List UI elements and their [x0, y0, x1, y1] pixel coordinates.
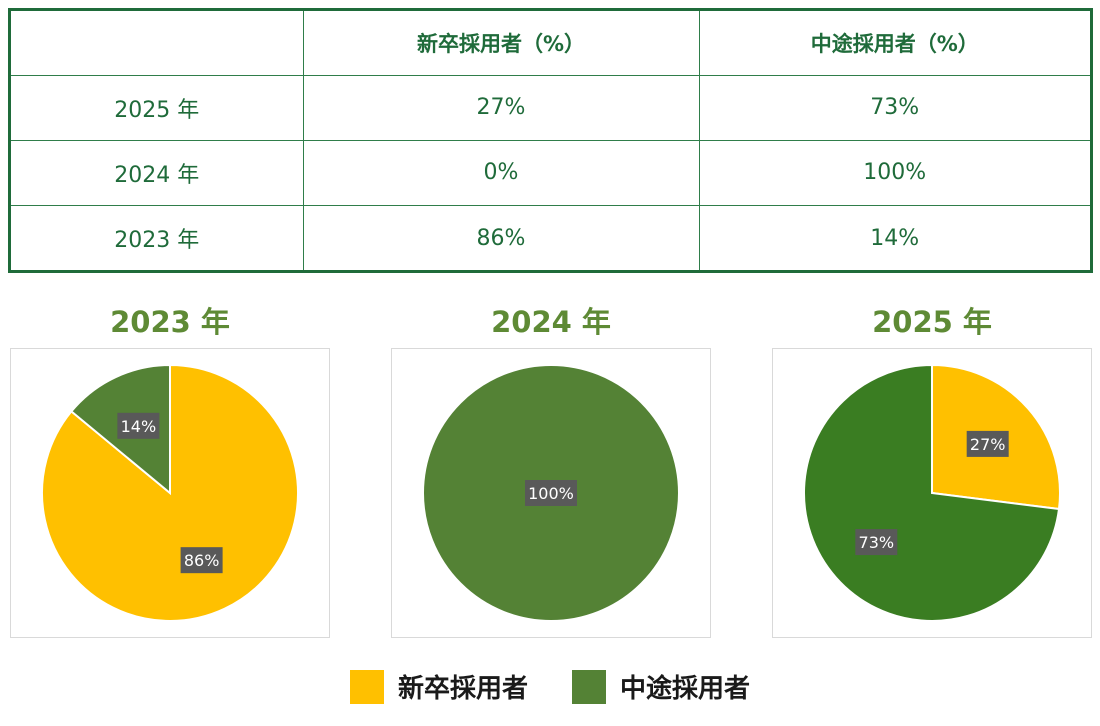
chart-legend: 新卒採用者 中途採用者 — [0, 668, 1100, 705]
table-row: 2024 年 0% 100% — [11, 139, 1090, 207]
data-label-mid-career: 100% — [525, 480, 577, 506]
data-label-new-grad: 27% — [966, 430, 1009, 457]
pie-chart-2024: 2024 年 100% — [391, 300, 711, 638]
new-grad-cell: 27% — [302, 74, 700, 141]
legend-swatch-mid-career — [572, 669, 606, 704]
mid-career-cell: 100% — [698, 139, 1090, 207]
pie-svg: 86% 14% — [41, 363, 299, 622]
svg-text:100%: 100% — [528, 484, 574, 503]
pie-frame: 27% 73% — [772, 348, 1092, 638]
year-cell: 2024 年 — [11, 139, 304, 207]
pie-title: 2025 年 — [872, 305, 992, 339]
pie-svg: 27% 73% — [803, 363, 1061, 622]
svg-text:86%: 86% — [184, 551, 220, 570]
data-label-new-grad: 86% — [180, 547, 223, 574]
pie-chart-2023: 2023 年 86% 14% — [10, 300, 330, 638]
mid-career-cell: 14% — [698, 205, 1090, 270]
new-grad-cell: 86% — [302, 205, 700, 270]
svg-text:73%: 73% — [859, 533, 895, 552]
data-label-mid-career: 14% — [117, 412, 160, 439]
hiring-ratio-grid: 新卒採用者（%） 中途採用者（%） 2025 年 27% 73% 2024 年 … — [11, 11, 1090, 270]
pie-slice-mid-career — [803, 363, 1061, 622]
header-cell-new-grad: 新卒採用者（%） — [302, 11, 700, 76]
pie-title: 2023 年 — [110, 305, 230, 339]
mid-career-cell: 73% — [698, 74, 1090, 141]
year-cell: 2023 年 — [11, 205, 304, 270]
table-header-row: 新卒採用者（%） 中途採用者（%） — [11, 11, 1090, 76]
legend-item-mid-career: 中途採用者 — [572, 668, 750, 705]
table-row: 2023 年 86% 14% — [11, 205, 1090, 270]
pie-frame: 100% — [391, 348, 711, 638]
table-row: 2025 年 27% 73% — [11, 74, 1090, 141]
pie-frame: 86% 14% — [10, 348, 330, 638]
new-grad-cell: 0% — [302, 139, 700, 207]
legend-swatch-new-grad — [349, 669, 384, 704]
pie-chart-2025: 2025 年 27% 73% — [772, 300, 1092, 638]
pie-title: 2024 年 — [491, 305, 611, 339]
pie-svg: 100% — [422, 364, 680, 622]
legend-item-new-grad: 新卒採用者 — [349, 668, 528, 705]
data-label-mid-career: 73% — [855, 529, 898, 556]
header-cell-empty — [11, 11, 304, 76]
legend-label-new-grad: 新卒採用者 — [397, 674, 528, 704]
svg-text:14%: 14% — [121, 417, 157, 436]
svg-text:27%: 27% — [970, 435, 1006, 454]
legend-label-mid-career: 中途採用者 — [620, 674, 751, 704]
header-cell-mid-career: 中途採用者（%） — [698, 11, 1090, 76]
year-cell: 2025 年 — [11, 74, 304, 141]
hiring-ratio-table: 新卒採用者（%） 中途採用者（%） 2025 年 27% 73% 2024 年 … — [8, 8, 1093, 273]
